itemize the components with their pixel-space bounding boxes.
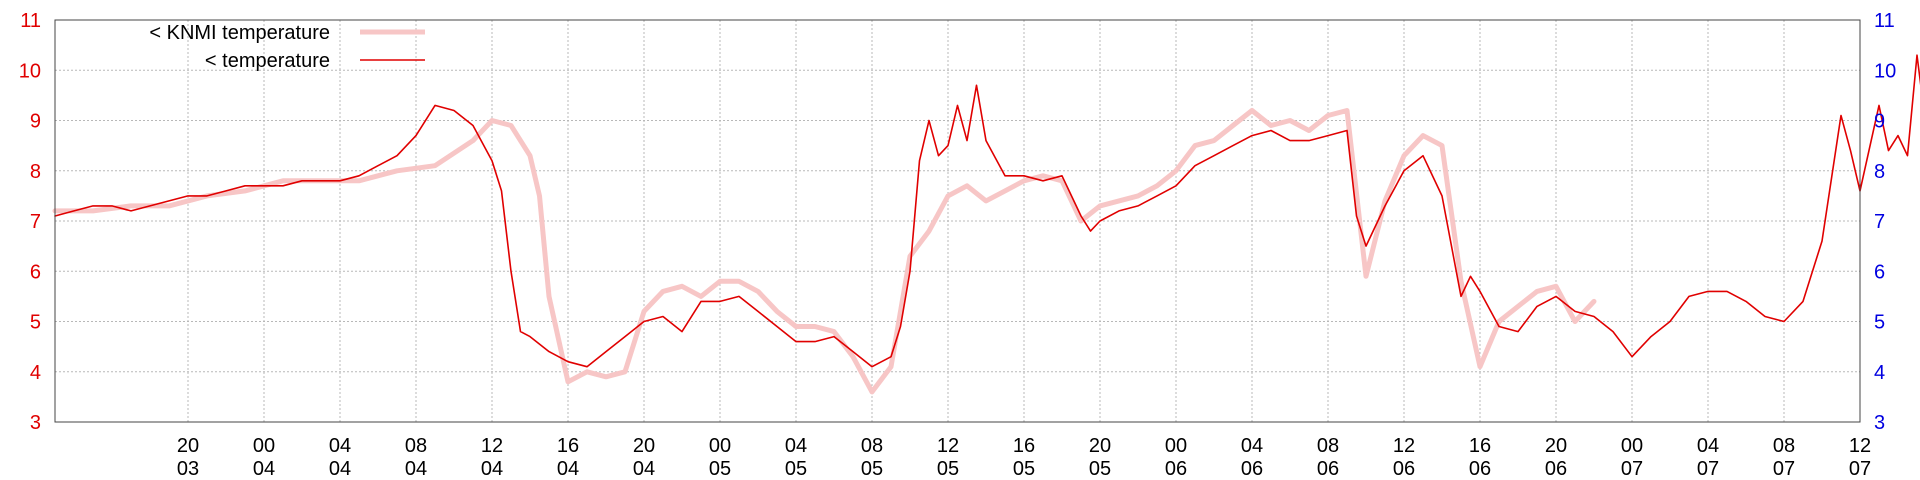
y-right-tick-label: 3: [1874, 412, 1885, 434]
y-left-tick-label: 3: [30, 412, 41, 434]
x-tick-label-day: 06: [1317, 458, 1339, 480]
x-tick-label-hour: 00: [709, 435, 731, 457]
x-tick-label-hour: 16: [1013, 435, 1035, 457]
legend: < KNMI temperature < temperature: [149, 22, 425, 72]
x-tick-label-hour: 12: [481, 435, 503, 457]
x-tick-label-day: 07: [1849, 458, 1871, 480]
plot-area-frame: [54, 19, 1861, 423]
y-right-tick-label: 11: [1874, 10, 1895, 32]
y-right-tick-label: 6: [1874, 261, 1885, 283]
y-right-tick-label: 7: [1874, 211, 1885, 233]
x-tick-label-hour: 00: [1165, 435, 1187, 457]
x-tick-label-hour: 08: [861, 435, 883, 457]
x-tick-label-hour: 08: [1773, 435, 1795, 457]
x-tick-label-hour: 04: [1241, 435, 1263, 457]
y-axis-right: 3 4 5 6 7 8 9 10 11: [1874, 10, 1896, 434]
x-tick-label-hour: 20: [177, 435, 199, 457]
y-left-tick-label: 7: [30, 211, 41, 233]
grid: [55, 19, 1861, 423]
x-tick-label-day: 05: [1089, 458, 1111, 480]
x-tick-label-day: 03: [177, 458, 199, 480]
y-right-tick-label: 8: [1874, 161, 1885, 183]
x-tick-label-day: 05: [937, 458, 959, 480]
x-tick-label-hour: 08: [1317, 435, 1339, 457]
x-tick-label-hour: 12: [937, 435, 959, 457]
x-tick-label-hour: 20: [633, 435, 655, 457]
x-tick-label-hour: 08: [405, 435, 427, 457]
y-left-tick-label: 11: [20, 10, 41, 32]
x-tick-label-day: 06: [1393, 458, 1415, 480]
y-right-tick-label: 4: [1874, 362, 1885, 384]
y-axis-left: 3 4 5 6 7 8 9 10 11: [19, 10, 41, 434]
y-left-tick-label: 9: [30, 111, 41, 133]
x-tick-label-hour: 12: [1849, 435, 1871, 457]
x-tick-label-hour: 20: [1545, 435, 1567, 457]
x-tick-label-hour: 16: [557, 435, 579, 457]
y-left-tick-label: 6: [30, 261, 41, 283]
x-tick-label-day: 05: [861, 458, 883, 480]
series-line-temperature: [54, 54, 1920, 368]
x-tick-label-day: 06: [1241, 458, 1263, 480]
series-line-knmi-temperature: [52, 108, 1597, 395]
x-tick-label-hour: 04: [1697, 435, 1719, 457]
x-tick-label-hour: 04: [329, 435, 351, 457]
x-tick-label-day: 04: [253, 458, 275, 480]
series-layer: [52, 54, 1920, 395]
x-tick-label-hour: 16: [1469, 435, 1491, 457]
legend-label: < KNMI temperature: [149, 22, 330, 44]
x-tick-label-day: 05: [709, 458, 731, 480]
x-tick-label-hour: 04: [785, 435, 807, 457]
x-tick-label-hour: 00: [253, 435, 275, 457]
y-right-tick-label: 5: [1874, 312, 1885, 334]
x-tick-label-day: 06: [1469, 458, 1491, 480]
x-tick-label-hour: 20: [1089, 435, 1111, 457]
x-axis: 2003000404040804120416042004000504050805…: [177, 435, 1871, 480]
x-tick-label-day: 05: [1013, 458, 1035, 480]
x-tick-label-day: 07: [1697, 458, 1719, 480]
x-tick-label-day: 05: [785, 458, 807, 480]
x-tick-label-day: 04: [557, 458, 579, 480]
y-left-tick-label: 8: [30, 161, 41, 183]
x-tick-label-day: 04: [633, 458, 655, 480]
y-left-tick-label: 10: [19, 60, 41, 82]
x-tick-label-hour: 00: [1621, 435, 1643, 457]
y-right-tick-label: 9: [1874, 111, 1885, 133]
y-left-tick-label: 5: [30, 312, 41, 334]
x-tick-label-day: 06: [1545, 458, 1567, 480]
x-tick-label-day: 07: [1621, 458, 1643, 480]
x-tick-label-day: 04: [405, 458, 427, 480]
x-tick-label-day: 04: [481, 458, 503, 480]
y-left-tick-label: 4: [30, 362, 41, 384]
y-right-tick-label: 10: [1874, 60, 1896, 82]
x-tick-label-hour: 12: [1393, 435, 1415, 457]
x-tick-label-day: 07: [1773, 458, 1795, 480]
legend-label: < temperature: [205, 50, 330, 72]
x-tick-label-day: 04: [329, 458, 351, 480]
x-tick-label-day: 06: [1165, 458, 1187, 480]
